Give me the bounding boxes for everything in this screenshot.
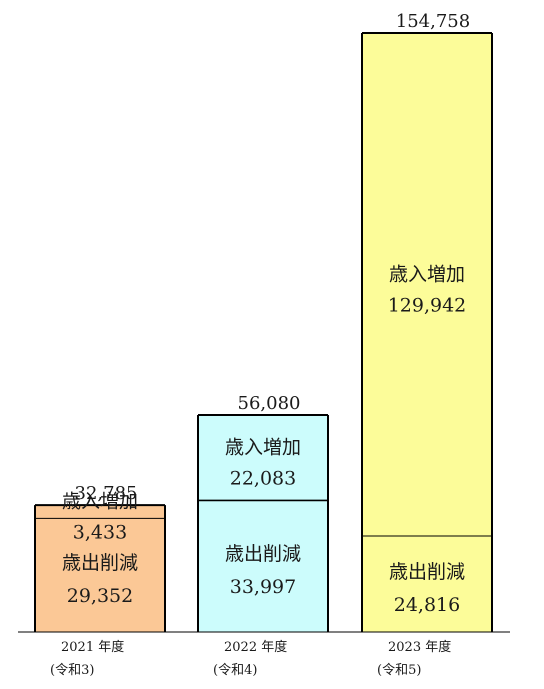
segment-value: 3,433 bbox=[73, 522, 127, 544]
segment-label: 歳入増加 bbox=[389, 263, 465, 285]
segment-label: 歳出削減 bbox=[389, 561, 465, 583]
segment-label: 歳出削減 bbox=[225, 543, 301, 565]
bar-3 bbox=[362, 33, 492, 632]
category-sublabel: (令和4) bbox=[213, 663, 257, 678]
segment-value: 129,942 bbox=[388, 294, 467, 316]
segment-value: 29,352 bbox=[67, 585, 133, 607]
total-label: 56,080 bbox=[238, 393, 301, 414]
segment-label: 歳入増加 bbox=[62, 491, 138, 513]
segment-value: 33,997 bbox=[230, 576, 296, 598]
category-sublabel: (令和5) bbox=[377, 663, 421, 678]
segment-value: 22,083 bbox=[230, 468, 296, 490]
category-label: 2022 年度 bbox=[224, 639, 287, 655]
segment-label: 歳出削減 bbox=[62, 552, 138, 574]
bar-1 bbox=[35, 505, 165, 632]
total-label: 154,758 bbox=[396, 11, 470, 32]
bar-2 bbox=[198, 414, 328, 632]
category-sublabel: (令和3) bbox=[50, 663, 94, 678]
total-label: 32,785 bbox=[75, 483, 138, 504]
segment-value: 24,816 bbox=[394, 594, 460, 616]
category-label: 2021 年度 bbox=[61, 639, 124, 655]
segment-label: 歳入増加 bbox=[225, 437, 301, 459]
category-label: 2023 年度 bbox=[388, 639, 451, 655]
